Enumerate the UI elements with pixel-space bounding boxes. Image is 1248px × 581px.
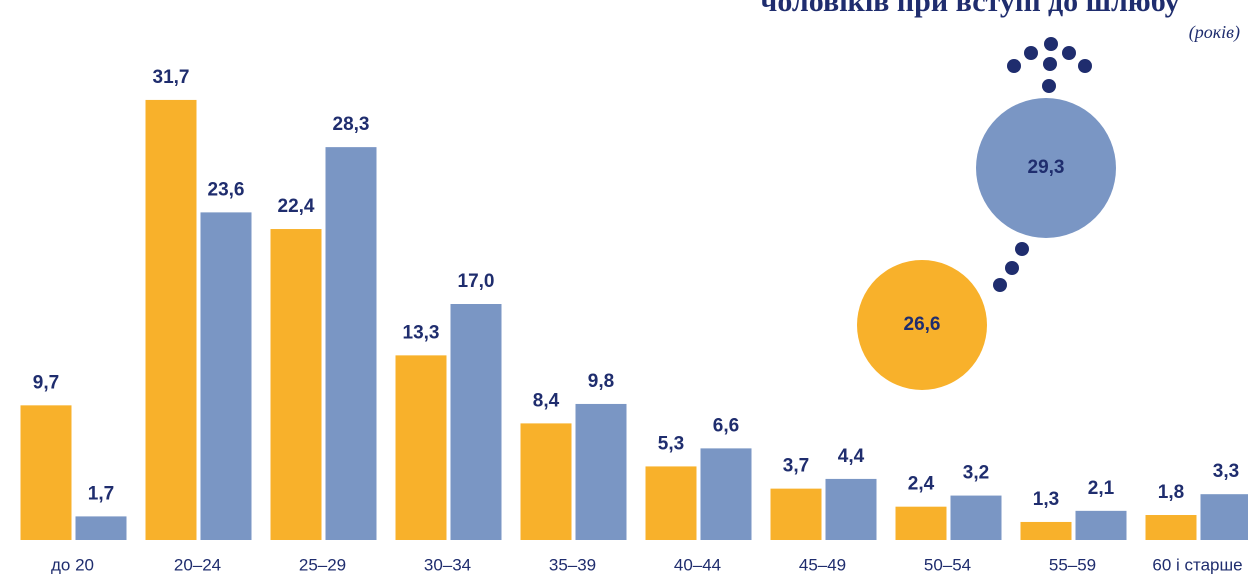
value-label: 17,0 bbox=[458, 271, 495, 292]
value-label: 4,4 bbox=[838, 446, 865, 467]
bar bbox=[520, 423, 572, 540]
bar bbox=[770, 488, 822, 540]
bar bbox=[200, 212, 252, 540]
bar bbox=[20, 405, 72, 540]
value-label: 9,8 bbox=[588, 371, 614, 392]
value-label: 1,8 bbox=[1158, 482, 1184, 503]
x-tick-label: 35–39 bbox=[549, 555, 596, 574]
chart-subtitle: (років) bbox=[1189, 22, 1240, 43]
value-label: 13,3 bbox=[403, 322, 440, 343]
average-label: 26,6 bbox=[904, 314, 941, 335]
average-bubble bbox=[857, 260, 987, 390]
value-label: 1,3 bbox=[1033, 489, 1059, 510]
value-label: 2,1 bbox=[1088, 478, 1115, 499]
bar bbox=[1145, 515, 1197, 540]
value-label: 22,4 bbox=[278, 196, 315, 217]
x-tick-label: 20–24 bbox=[174, 555, 221, 574]
x-tick-label: до 20 bbox=[51, 555, 94, 574]
value-label: 3,7 bbox=[783, 456, 809, 477]
decor-dots bbox=[993, 37, 1092, 292]
value-label: 2,4 bbox=[908, 474, 935, 495]
bar bbox=[1075, 510, 1127, 540]
bar bbox=[450, 304, 502, 540]
average-label: 29,3 bbox=[1028, 157, 1065, 178]
bar bbox=[1020, 521, 1072, 540]
bar bbox=[575, 403, 627, 540]
x-tick-label: 55–59 bbox=[1049, 555, 1096, 574]
value-label: 3,3 bbox=[1213, 461, 1239, 482]
value-label: 8,4 bbox=[533, 390, 560, 411]
bar bbox=[700, 448, 752, 540]
x-tick-label: 60 і старше bbox=[1152, 555, 1242, 574]
value-label: 31,7 bbox=[153, 67, 190, 88]
bar bbox=[145, 99, 197, 540]
bar bbox=[270, 229, 322, 541]
x-tick-label: 45–49 bbox=[799, 555, 846, 574]
bar bbox=[75, 516, 127, 540]
bar bbox=[325, 147, 377, 541]
bar bbox=[895, 506, 947, 540]
bar bbox=[645, 466, 697, 540]
average-bubble bbox=[976, 98, 1116, 238]
value-label: 3,2 bbox=[963, 463, 989, 484]
value-label: 5,3 bbox=[658, 433, 684, 454]
bar bbox=[825, 478, 877, 540]
value-label: 28,3 bbox=[333, 114, 370, 135]
x-tick-label: 30–34 bbox=[424, 555, 471, 574]
x-tick-label: 40–44 bbox=[674, 555, 721, 574]
bar bbox=[1200, 494, 1248, 540]
x-tick-label: 50–54 bbox=[924, 555, 971, 574]
bar bbox=[950, 495, 1002, 540]
chart-title: чоловіків при вступі до шлюбу bbox=[760, 0, 1179, 18]
value-label: 1,7 bbox=[88, 483, 114, 504]
value-label: 6,6 bbox=[713, 415, 739, 436]
value-label: 9,7 bbox=[33, 372, 59, 393]
x-tick-label: 25–29 bbox=[299, 555, 346, 574]
bar bbox=[395, 355, 447, 540]
value-label: 23,6 bbox=[208, 179, 245, 200]
